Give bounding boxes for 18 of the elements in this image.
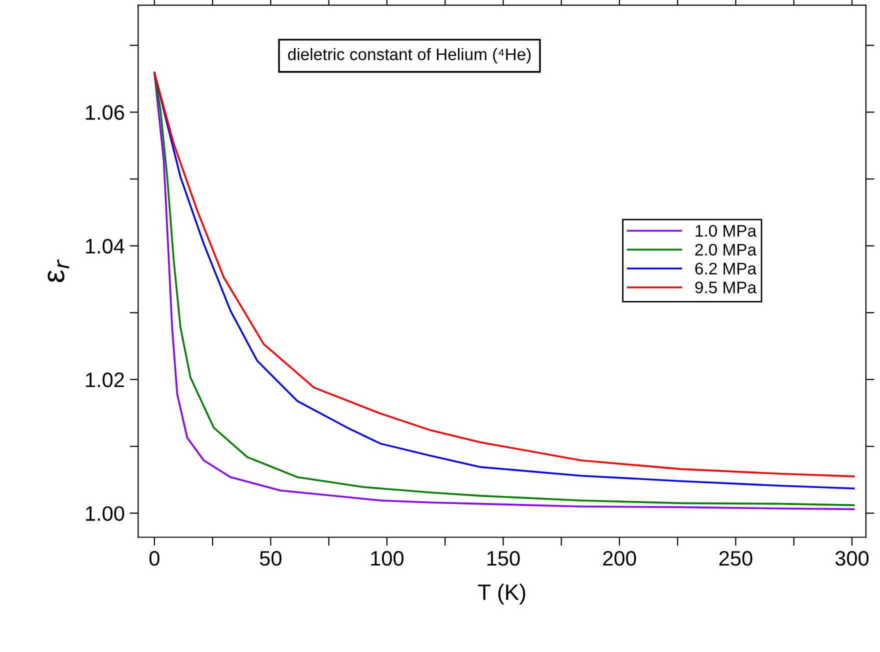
legend-label: 2.0 MPa xyxy=(695,244,757,256)
x-tick-label: 0 xyxy=(149,550,160,566)
legend-label: 1.0 MPa xyxy=(696,224,757,237)
y-tick-label: 1.06 xyxy=(86,105,124,120)
x-tick-label: 300 xyxy=(835,550,869,566)
annotation: dieletric constant of Helium (⁴He) xyxy=(288,48,531,64)
x-tick-label: 200 xyxy=(603,550,636,566)
y-tick-label: 1.04 xyxy=(86,238,124,254)
x-tick-label: 50 xyxy=(260,550,282,566)
y-axis-title: ε$_{r}$ xyxy=(48,259,70,282)
y-tick-label: 1.00 xyxy=(86,506,124,521)
y-tick-label: 1.02 xyxy=(86,372,124,388)
x-tick-label: 150 xyxy=(487,550,520,566)
x-tick-label: 250 xyxy=(719,550,752,566)
x-axis-title: T (K) xyxy=(478,584,526,604)
x-tick-label: 100 xyxy=(371,550,404,566)
legend-label: 9.5 MPa xyxy=(695,282,757,294)
legend-label: 6.2 MPa xyxy=(695,262,757,274)
